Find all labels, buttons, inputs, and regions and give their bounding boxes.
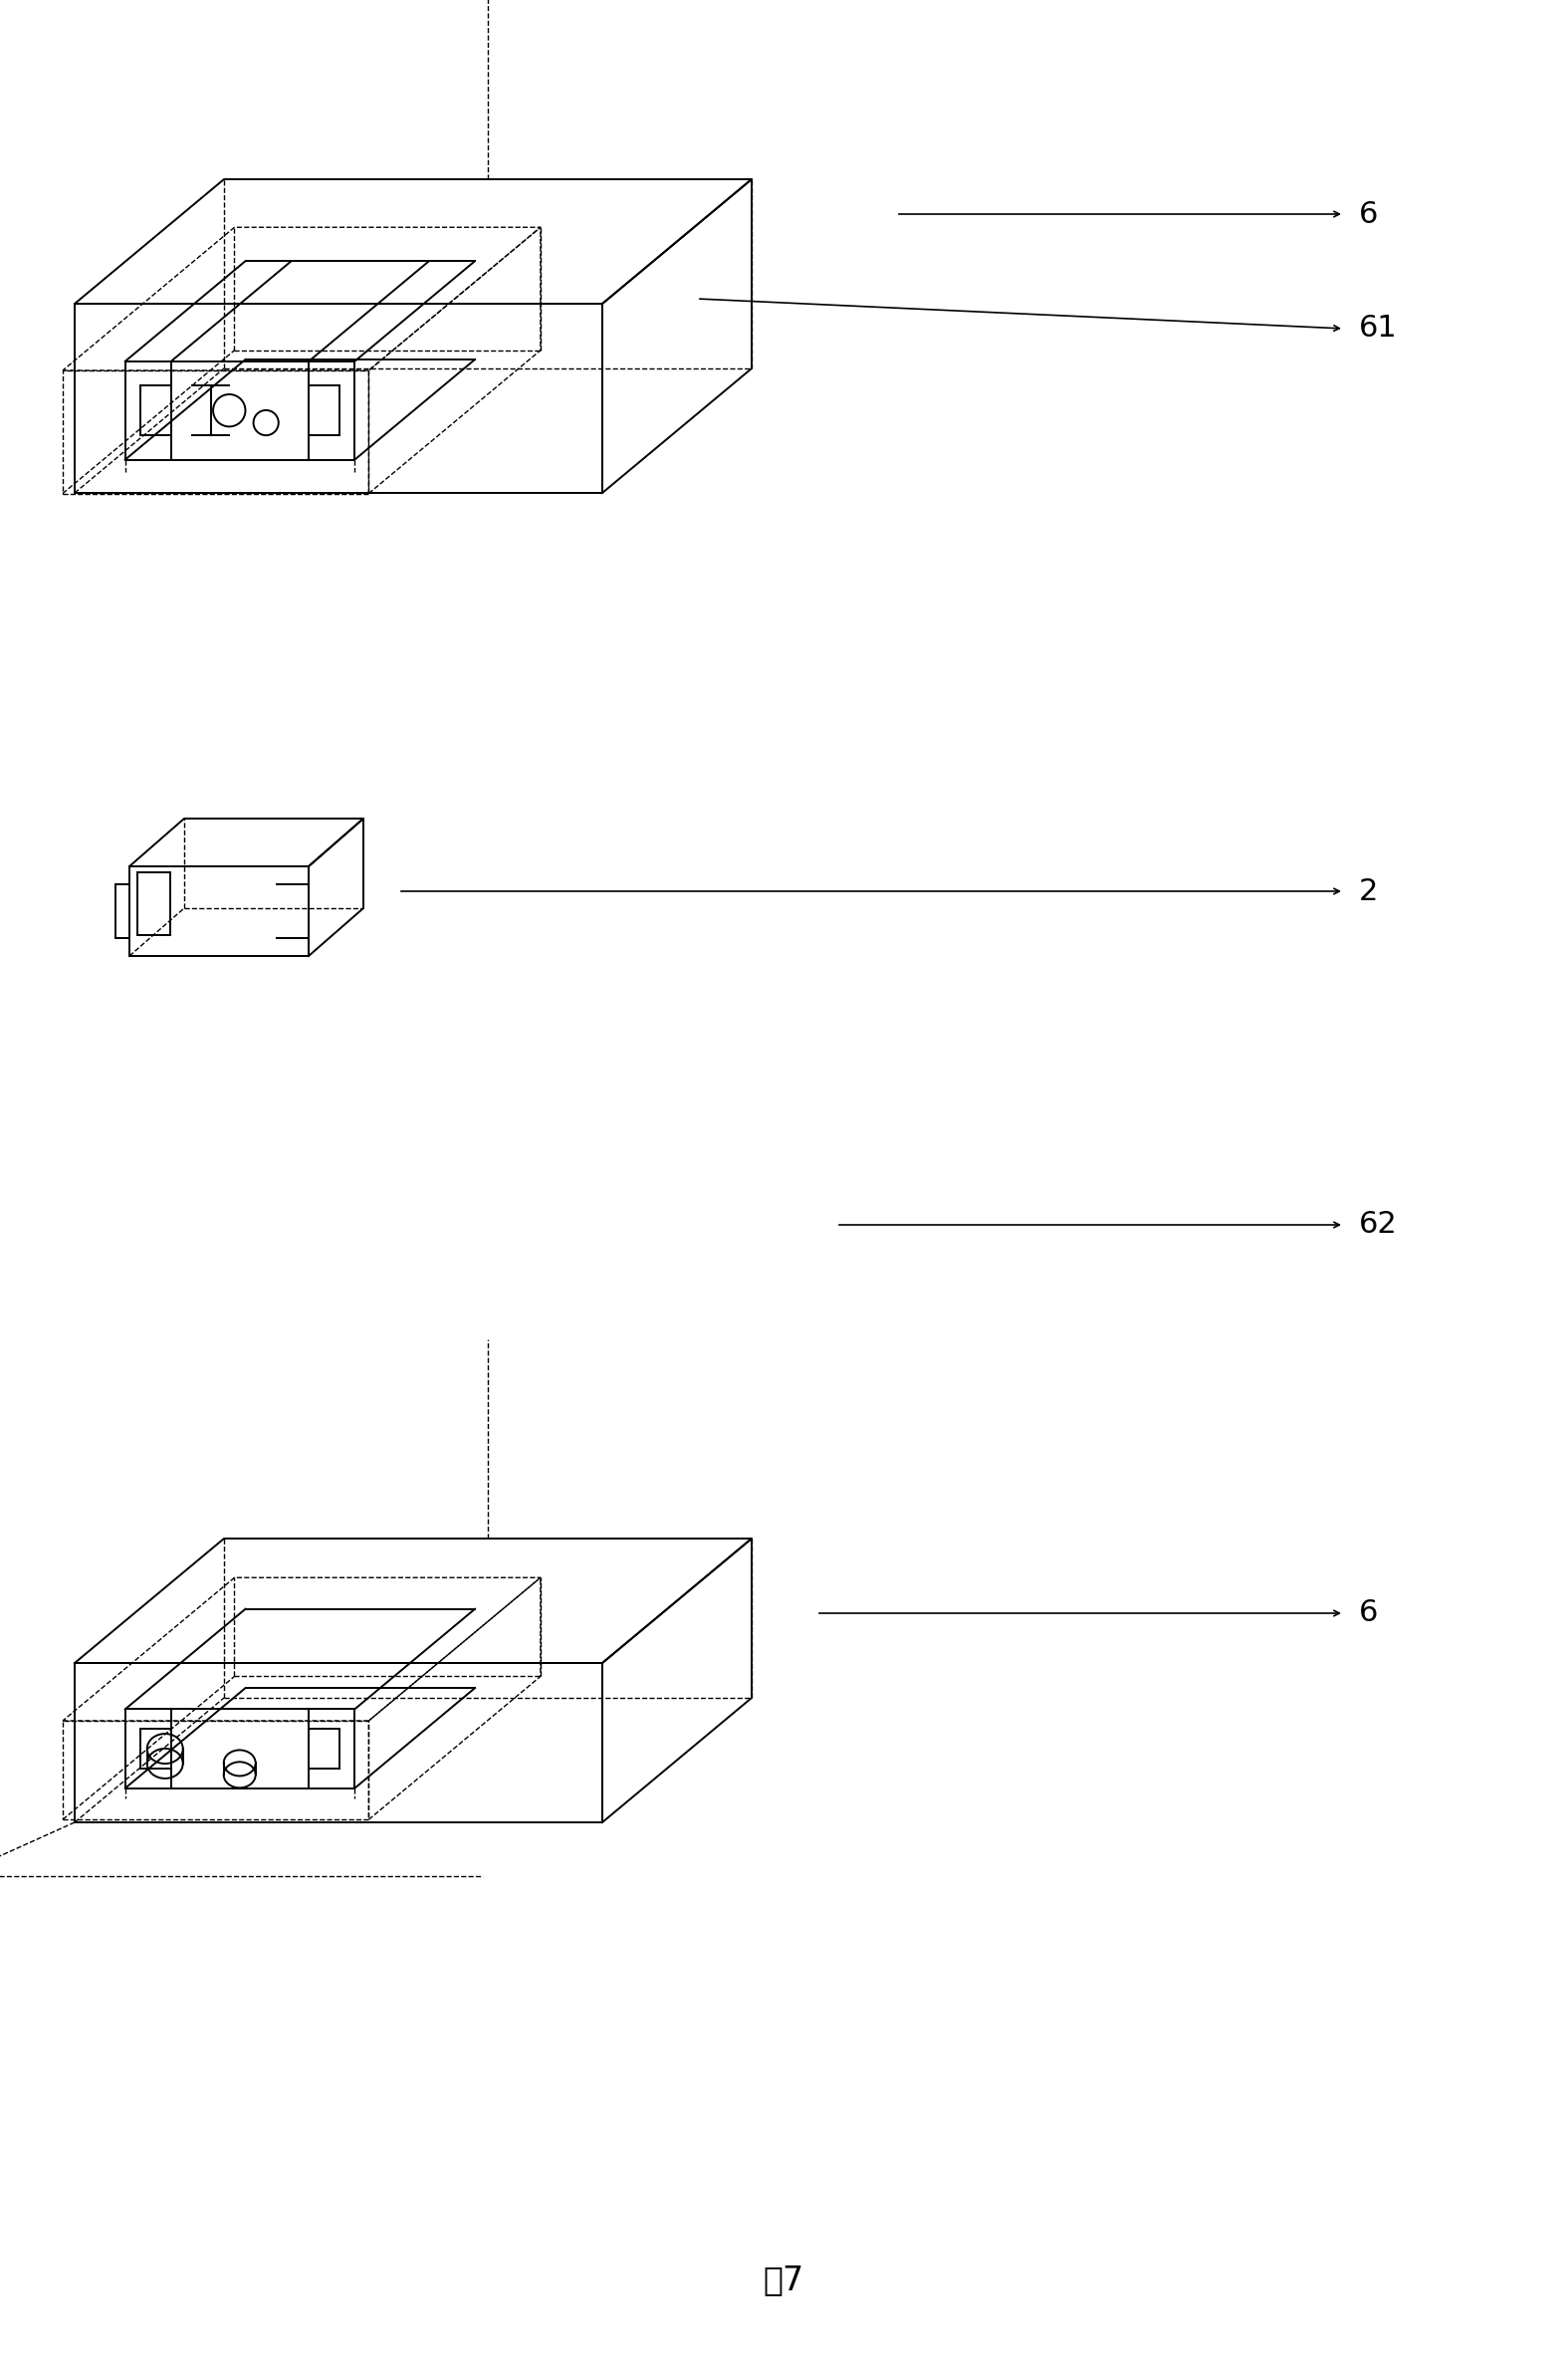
Text: 图7: 图7 [764,2265,804,2296]
Text: 61: 61 [1359,314,1397,343]
Text: 6: 6 [1359,1599,1378,1627]
Text: 62: 62 [1359,1211,1397,1239]
Text: 6: 6 [1359,200,1378,228]
Text: 2: 2 [1359,878,1378,906]
